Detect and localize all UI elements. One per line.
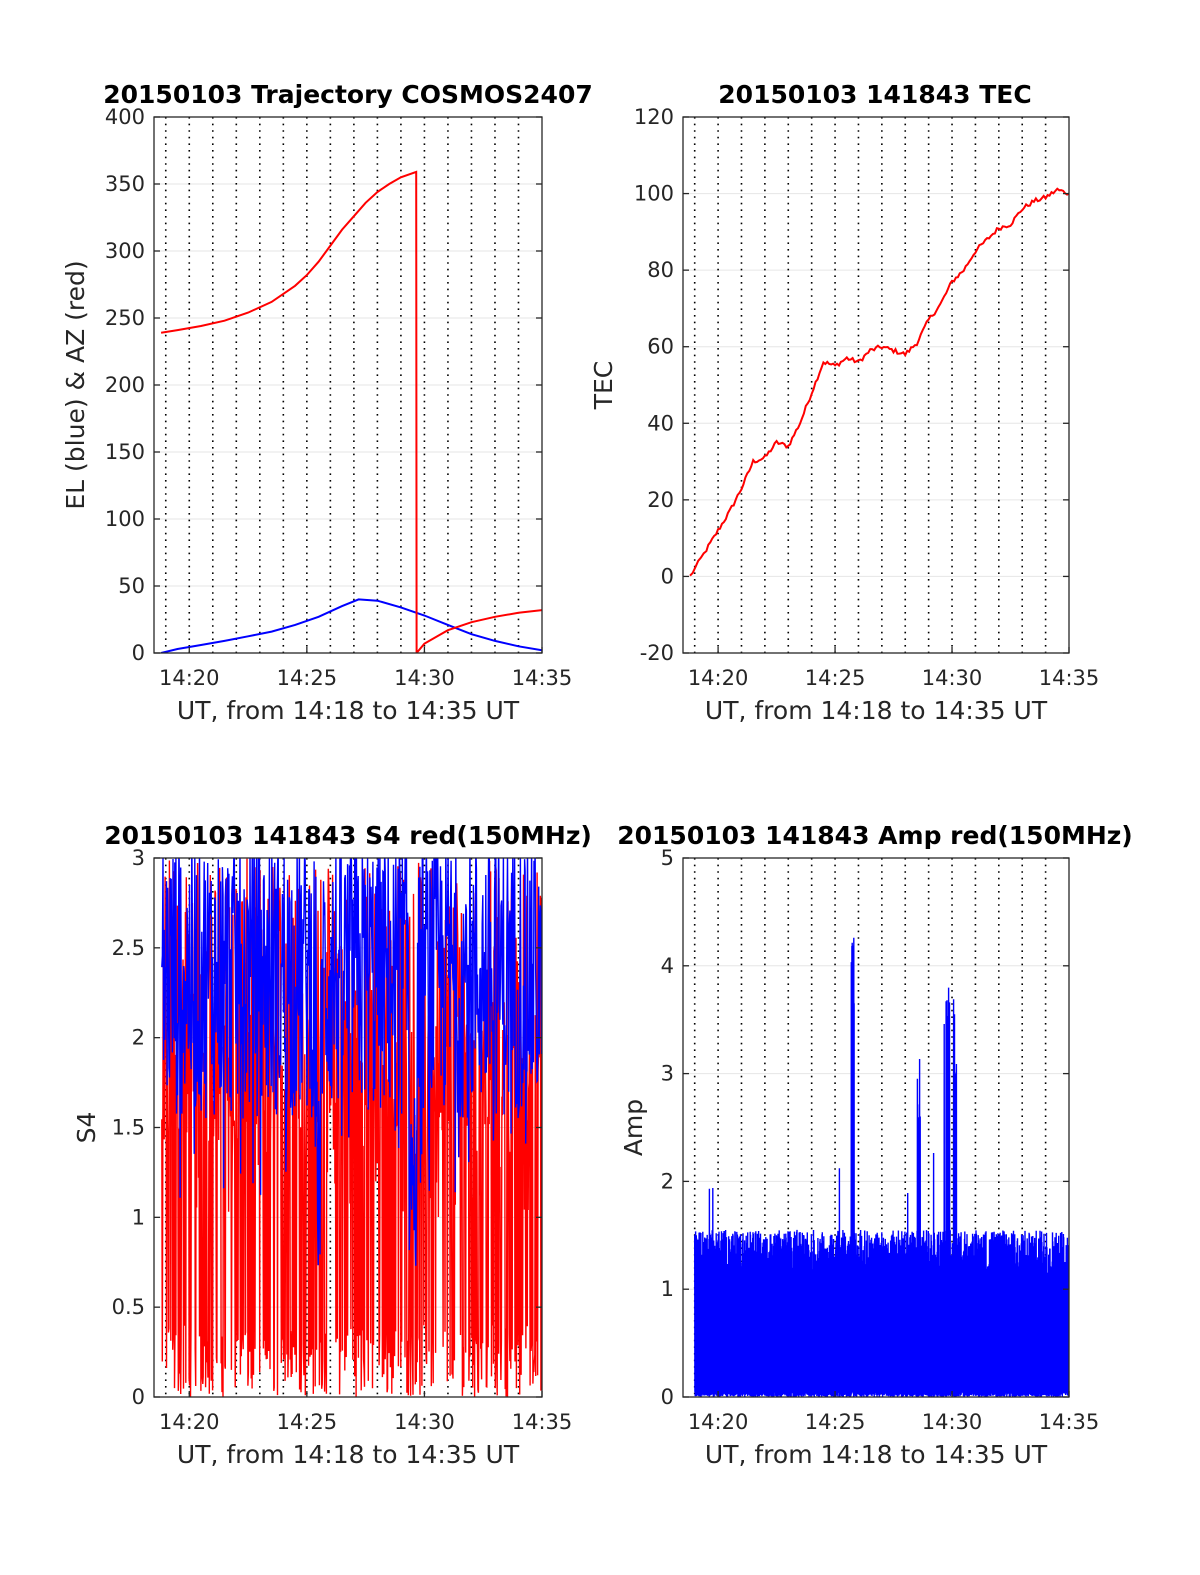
plot-area	[683, 117, 1069, 653]
y-tick-label: 1	[661, 1277, 674, 1301]
chart-title: 20150103 141843 Amp red(150MHz)	[617, 821, 1133, 850]
y-axis-label: Amp	[619, 1099, 648, 1156]
series-line-1	[160, 598, 542, 653]
y-tick-label: 80	[647, 258, 674, 282]
series-line-1	[689, 187, 1069, 577]
series-line-2	[161, 858, 542, 1266]
y-tick-label: 3	[132, 846, 145, 870]
x-tick-label: 14:20	[159, 1410, 220, 1434]
y-tick-label: 1	[132, 1205, 145, 1229]
y-tick-label: 2.5	[112, 936, 145, 960]
x-tick-label: 14:30	[394, 666, 455, 690]
y-tick-label: 120	[634, 105, 674, 129]
x-tick-label: 14:20	[159, 666, 220, 690]
x-tick-label: 14:20	[688, 666, 749, 690]
x-tick-label: 14:30	[922, 666, 983, 690]
y-tick-label: 2	[661, 1169, 674, 1193]
chart-panel-1: 0 50 100 150 200 250 300 350 400 14:20 14:25 14:30 1…	[61, 80, 593, 725]
x-axis-label: UT, from 14:18 to 14:35 UT	[177, 1440, 520, 1469]
y-tick-label: 0.5	[112, 1295, 145, 1319]
chart-title: 20150103 141843 TEC	[718, 80, 1031, 109]
x-tick-label: 14:25	[805, 1410, 866, 1434]
y-tick-label: 50	[118, 574, 145, 598]
x-tick-label: 14:25	[277, 1410, 338, 1434]
y-tick-label: 40	[647, 411, 674, 435]
x-tick-label: 14:30	[394, 1410, 455, 1434]
y-tick-label: 300	[105, 239, 145, 263]
y-tick-label: 0	[661, 564, 674, 588]
y-tick-label: -20	[640, 641, 674, 665]
x-axis-label: UT, from 14:18 to 14:35 UT	[177, 696, 520, 725]
x-tick-label: 14:35	[1039, 666, 1100, 690]
axes-box	[682, 116, 1070, 654]
y-tick-label: 1.5	[112, 1116, 145, 1140]
y-tick-label: 3	[661, 1062, 674, 1086]
x-tick-label: 14:35	[512, 666, 573, 690]
x-axis-label: UT, from 14:18 to 14:35 UT	[705, 696, 1048, 725]
y-tick-label: 100	[634, 182, 674, 206]
y-tick-label: 200	[105, 373, 145, 397]
y-tick-label: 350	[105, 172, 145, 196]
x-tick-label: 14:35	[512, 1410, 573, 1434]
x-tick-label: 14:30	[922, 1410, 983, 1434]
y-tick-label: 60	[647, 335, 674, 359]
y-tick-label: 150	[105, 440, 145, 464]
axes-box	[682, 857, 1070, 1398]
y-tick-label: 20	[647, 488, 674, 512]
chart-panel-3: 0 0.5 1 1.5 2 2.5 3 14:20 14:25 14:30 14:35 UT, fro…	[72, 821, 592, 1469]
x-tick-label: 14:20	[688, 1410, 749, 1434]
x-axis-label: UT, from 14:18 to 14:35 UT	[705, 1440, 1048, 1469]
y-tick-label: 250	[105, 306, 145, 330]
y-tick-label: 5	[661, 846, 674, 870]
series-line-2	[160, 170, 542, 653]
chart-title: 20150103 141843 S4 red(150MHz)	[104, 821, 592, 850]
y-tick-label: 0	[132, 641, 145, 665]
plot-marks	[694, 937, 1069, 1397]
y-axis-label: S4	[72, 1112, 101, 1144]
y-tick-label: 0	[661, 1385, 674, 1409]
x-tick-label: 14:35	[1039, 1410, 1100, 1434]
x-tick-label: 14:25	[277, 666, 338, 690]
chart-title: 20150103 Trajectory COSMOS2407	[103, 80, 593, 109]
y-axis-label: EL (blue) & AZ (red)	[61, 260, 90, 509]
plot-marks	[161, 858, 542, 1397]
plot-marks	[160, 170, 542, 653]
plot-marks	[689, 187, 1069, 577]
y-tick-label: 400	[105, 105, 145, 129]
chart-panel-4: 0 1 2 3 4 5 14:20 14:25 14:30 14:35 UT, from 14:18…	[617, 821, 1133, 1469]
y-tick-label: 100	[105, 507, 145, 531]
x-tick-label: 14:25	[805, 666, 866, 690]
series-line-1	[694, 937, 1069, 1397]
y-tick-label: 2	[132, 1026, 145, 1050]
y-axis-label: TEC	[589, 361, 618, 411]
y-tick-label: 4	[661, 954, 674, 978]
chart-panel-2: -20 0 20 40 60 80 100 120 14:20 14:25 14:30 14:35 UT…	[589, 80, 1099, 725]
y-tick-label: 0	[132, 1385, 145, 1409]
